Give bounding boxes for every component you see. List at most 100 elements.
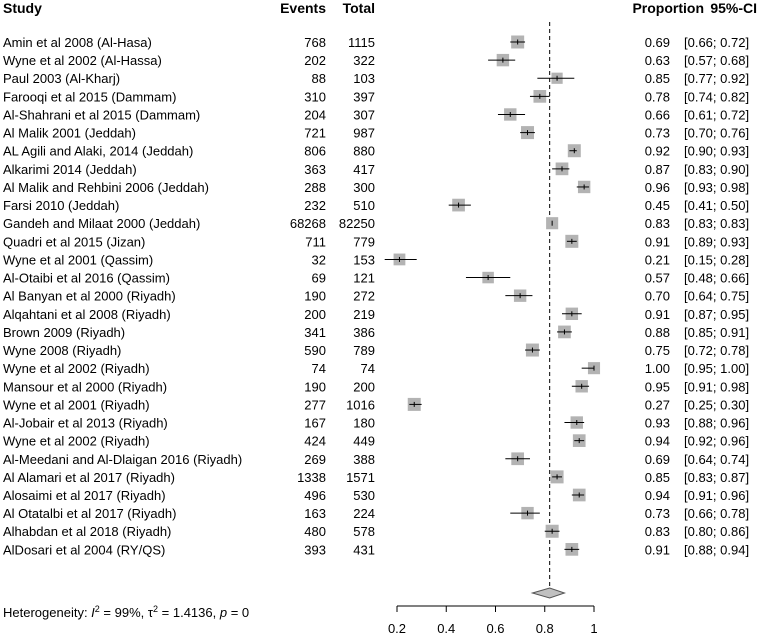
events-value: 393: [304, 542, 326, 557]
study-label: Alkarimi 2014 (Jeddah): [3, 162, 137, 177]
total-value: 530: [353, 488, 375, 503]
ci-value: [0.80; 0.86]: [684, 524, 749, 539]
ci-value: [0.83; 0.87]: [684, 470, 749, 485]
ci-value: [0.41; 0.50]: [684, 198, 749, 213]
proportion-value: 0.21: [645, 252, 670, 267]
events-value: 88: [312, 71, 326, 86]
study-label: Wyne et al 2001 (Qassim): [3, 252, 153, 267]
events-value: 310: [304, 89, 326, 104]
events-value: 768: [304, 35, 326, 50]
ci-value: [0.66; 0.78]: [684, 506, 749, 521]
study-label: Paul 2003 (Al-Kharj): [3, 71, 120, 86]
total-value: 1571: [346, 470, 375, 485]
study-label: Al-Meedani and Al-Dlaigan 2016 (Riyadh): [3, 452, 242, 467]
total-value: 322: [353, 53, 375, 68]
proportion-value: 0.96: [645, 180, 670, 195]
events-value: 32: [312, 252, 326, 267]
study-label: Wyne et al 2002 (Al-Hassa): [3, 53, 162, 68]
x-tick-label: 0.6: [486, 621, 504, 636]
events-value: 424: [304, 434, 326, 449]
study-label: Al Otatalbi et al 2017 (Riyadh): [3, 506, 176, 521]
study-label: Wyne et al 2002 (Riyadh): [3, 434, 150, 449]
proportion-value: 0.94: [645, 434, 670, 449]
ci-value: [0.74; 0.82]: [684, 89, 749, 104]
events-value: 480: [304, 524, 326, 539]
header-total: Total: [343, 0, 375, 16]
study-label: Quadri et al 2015 (Jizan): [3, 234, 145, 249]
ci-value: [0.89; 0.93]: [684, 234, 749, 249]
events-value: 806: [304, 144, 326, 159]
events-value: 74: [312, 361, 326, 376]
ci-value: [0.95; 1.00]: [684, 361, 749, 376]
proportion-value: 0.91: [645, 542, 670, 557]
i2-symbol: I: [91, 605, 95, 620]
total-value: 880: [353, 144, 375, 159]
proportion-value: 0.93: [645, 416, 670, 431]
events-value: 163: [304, 506, 326, 521]
proportion-value: 0.95: [645, 379, 670, 394]
study-label: Al Alamari et al 2017 (Riyadh): [3, 470, 175, 485]
total-value: 219: [353, 307, 375, 322]
proportion-value: 0.27: [645, 397, 670, 412]
ci-value: [0.77; 0.92]: [684, 71, 749, 86]
ci-value: [0.88; 0.96]: [684, 416, 749, 431]
study-label: AlDosari et al 2004 (RY/QS): [3, 542, 165, 557]
total-value: 1016: [346, 397, 375, 412]
ci-value: [0.83; 0.83]: [684, 216, 749, 231]
events-value: 363: [304, 162, 326, 177]
total-value: 307: [353, 107, 375, 122]
events-value: 288: [304, 180, 326, 195]
events-value: 190: [304, 379, 326, 394]
ci-value: [0.66; 0.72]: [684, 35, 749, 50]
study-label: Gandeh and Milaat 2000 (Jeddah): [3, 216, 200, 231]
proportion-value: 0.85: [645, 470, 670, 485]
events-value: 496: [304, 488, 326, 503]
total-value: 388: [353, 452, 375, 467]
total-value: 397: [353, 89, 375, 104]
ci-value: [0.85; 0.91]: [684, 325, 749, 340]
study-label: Farooqi et al 2015 (Dammam): [3, 89, 176, 104]
events-value: 69: [312, 271, 326, 286]
ci-value: [0.70; 0.76]: [684, 126, 749, 141]
proportion-value: 0.57: [645, 271, 670, 286]
events-value: 590: [304, 343, 326, 358]
events-value: 232: [304, 198, 326, 213]
study-label: Wyne 2008 (Riyadh): [3, 343, 121, 358]
x-tick-label: 1: [590, 621, 597, 636]
ci-value: [0.91; 0.98]: [684, 379, 749, 394]
total-value: 82250: [339, 216, 375, 231]
ci-value: [0.92; 0.96]: [684, 434, 749, 449]
tau2-symbol: τ: [148, 605, 154, 620]
study-label: Brown 2009 (Riyadh): [3, 325, 125, 340]
total-value: 121: [353, 271, 375, 286]
proportion-value: 0.85: [645, 71, 670, 86]
total-value: 779: [353, 234, 375, 249]
ci-value: [0.61; 0.72]: [684, 107, 749, 122]
ci-value: [0.64; 0.74]: [684, 452, 749, 467]
header-events: Events: [280, 0, 326, 16]
total-value: 180: [353, 416, 375, 431]
total-value: 74: [361, 361, 375, 376]
study-label: Amin et al 2008 (Al-Hasa): [3, 35, 152, 50]
study-label: Wyne et al 2001 (Riyadh): [3, 397, 150, 412]
events-value: 204: [304, 107, 326, 122]
events-value: 269: [304, 452, 326, 467]
p-symbol: p: [219, 605, 227, 620]
study-label: Farsi 2010 (Jeddah): [3, 198, 119, 213]
proportion-value: 0.94: [645, 488, 670, 503]
ci-value: [0.64; 0.75]: [684, 289, 749, 304]
proportion-value: 0.66: [645, 107, 670, 122]
proportion-value: 0.83: [645, 524, 670, 539]
proportion-value: 0.69: [645, 35, 670, 50]
proportion-value: 0.70: [645, 289, 670, 304]
ci-value: [0.57; 0.68]: [684, 53, 749, 68]
header-study: Study: [3, 0, 42, 16]
events-value: 190: [304, 289, 326, 304]
events-value: 167: [304, 416, 326, 431]
ci-value: [0.88; 0.94]: [684, 542, 749, 557]
ci-value: [0.15; 0.28]: [684, 252, 749, 267]
summary-diamond: [530, 587, 567, 599]
proportion-value: 0.75: [645, 343, 670, 358]
total-value: 449: [353, 434, 375, 449]
